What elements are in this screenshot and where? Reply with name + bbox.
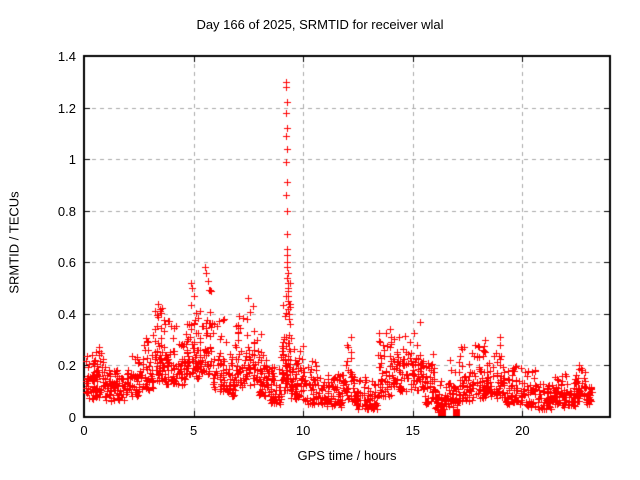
x-tick-label: 15 — [405, 423, 420, 438]
y-tick-label: 0.6 — [57, 255, 76, 271]
y-tick-label: 0 — [68, 410, 76, 425]
x-tick-label: 20 — [515, 423, 530, 438]
x-axis-label: GPS time / hours — [297, 448, 397, 463]
y-tick-label: 0.4 — [57, 306, 76, 322]
y-tick-label: 1.4 — [57, 49, 76, 64]
x-tick-label: 5 — [189, 423, 198, 438]
y-axis-label: SRMTID / TECUs — [6, 191, 22, 294]
y-tick-label: 1.2 — [57, 100, 76, 116]
y-tick-label: 1 — [68, 152, 76, 168]
chart-title: Day 166 of 2025, SRMTID for receiver wla… — [196, 17, 444, 32]
y-tick-label: 0.2 — [57, 358, 76, 374]
x-tick-label: 10 — [295, 423, 311, 438]
y-tick-label: 0.8 — [57, 203, 76, 219]
x-tick-label: 0 — [80, 423, 88, 438]
